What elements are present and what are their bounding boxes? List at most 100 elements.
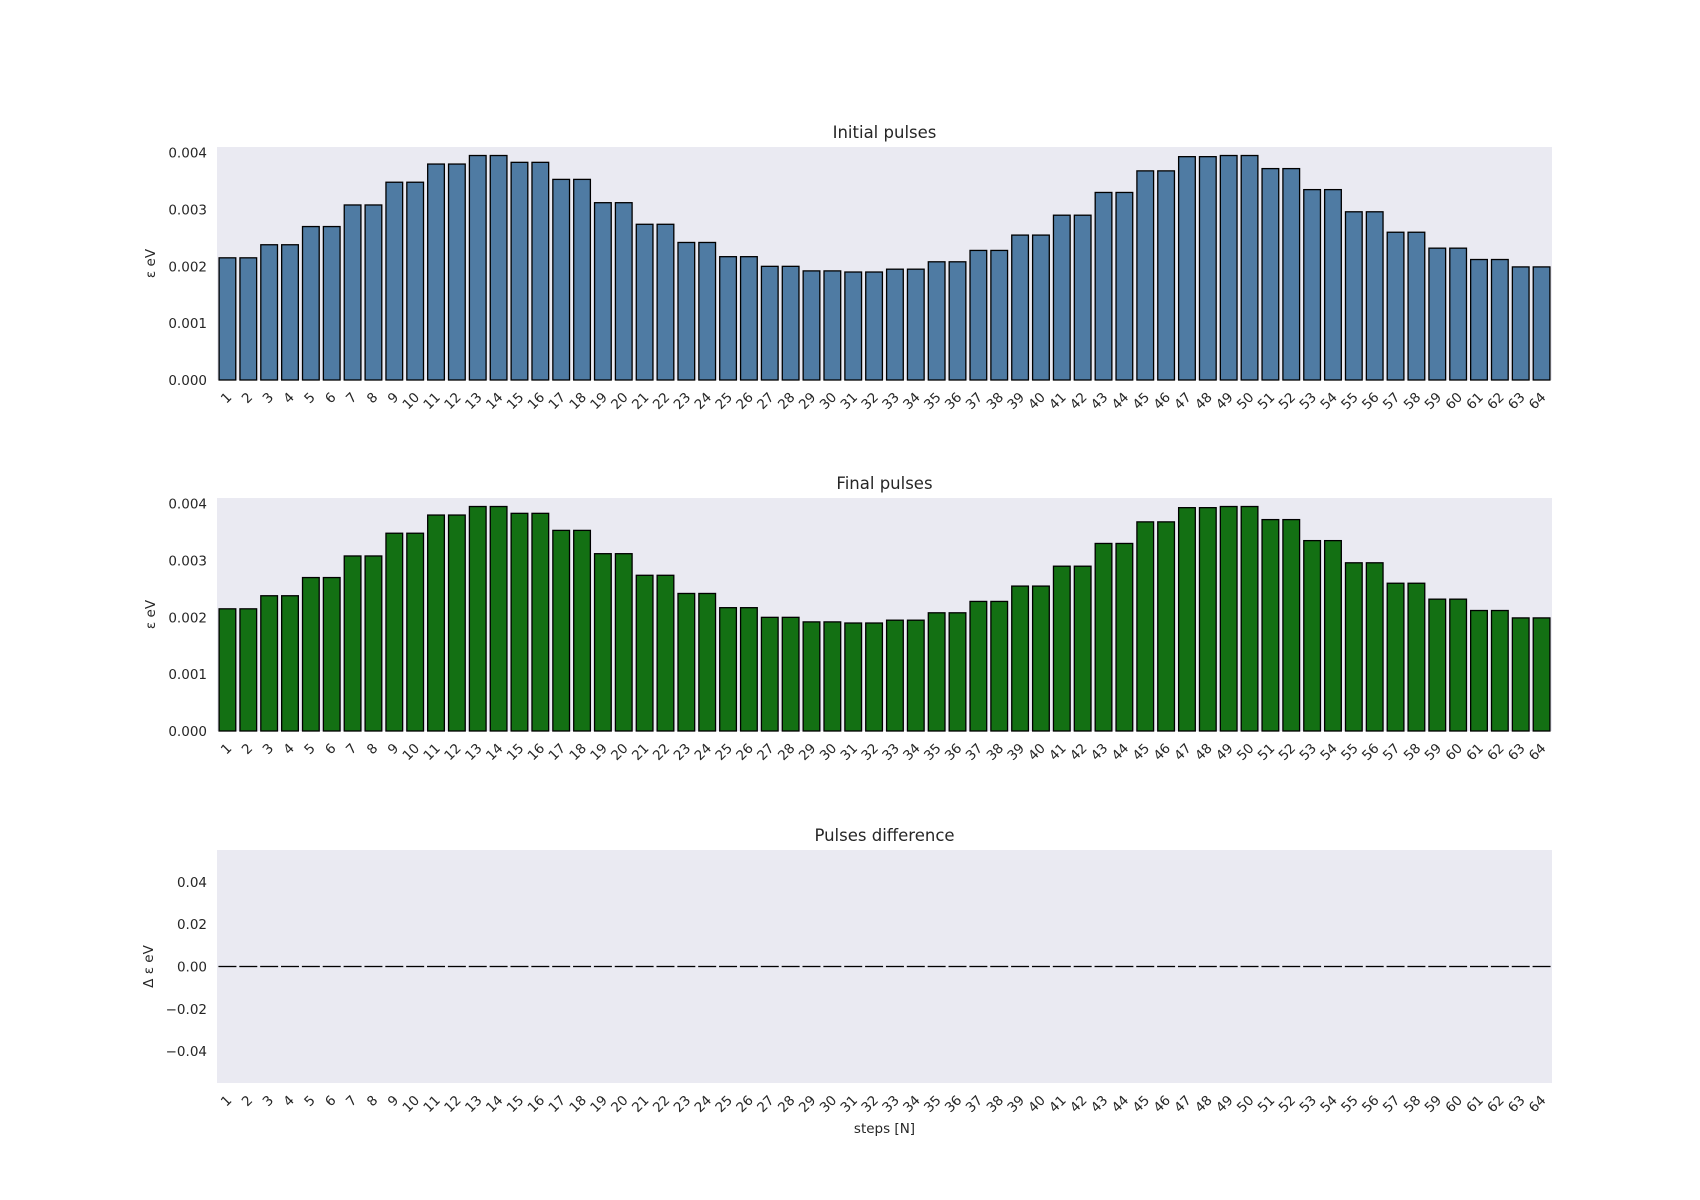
bar-62 (1490, 258, 1509, 381)
bar-27 (760, 616, 779, 732)
bar-5 (301, 225, 320, 381)
bar-43 (1094, 542, 1113, 732)
bar-44 (1115, 191, 1134, 381)
bar-41 (1052, 214, 1071, 381)
xtick-label: 5 (301, 741, 318, 758)
ytick-label: 0.002 (168, 259, 207, 275)
bar-36 (948, 612, 967, 732)
initial-pulses-bars (218, 154, 1551, 381)
bar-33 (885, 619, 904, 732)
xtick-label: 6 (322, 390, 339, 407)
xtick-label: 5 (301, 1093, 318, 1110)
ytick-label: 0.004 (168, 497, 207, 513)
bar-12 (447, 163, 466, 381)
bar-54 (1323, 188, 1342, 381)
bar-59 (1428, 598, 1447, 732)
bar-63 (1511, 266, 1530, 381)
bar-7 (343, 204, 362, 381)
pulses-difference-title: Pulses difference (814, 826, 954, 845)
xtick-label: 9 (385, 390, 402, 407)
bar-14 (489, 505, 508, 732)
bar-37 (969, 249, 988, 381)
bar-24 (698, 241, 717, 381)
xtick-label: 64 (1526, 741, 1549, 764)
bar-11 (427, 514, 446, 732)
bar-13 (468, 154, 487, 381)
bar-6 (322, 576, 341, 732)
bar-15 (510, 161, 529, 381)
bar-17 (552, 178, 571, 381)
initial-pulses-title: Initial pulses (833, 123, 937, 142)
bar-9 (385, 532, 404, 732)
bar-39 (1011, 234, 1030, 381)
bar-61 (1470, 258, 1488, 381)
bar-58 (1407, 231, 1426, 381)
pulses-difference-yticks: −0.04 −0.02 0.00 0.02 0.04 (166, 875, 207, 1060)
bar-35 (927, 261, 946, 381)
bar-50 (1240, 505, 1259, 732)
final-pulses-xticks: 1 2 3 4 5 6 7 8 91011121314151617181920212223242… (218, 741, 1550, 764)
bar-53 (1303, 539, 1322, 732)
bar-49 (1219, 154, 1238, 381)
bar-60 (1449, 598, 1468, 732)
bar-59 (1428, 247, 1447, 381)
xtick-label: 3 (260, 741, 277, 758)
bar-18 (573, 529, 592, 732)
bar-6 (322, 225, 341, 381)
bar-31 (844, 622, 863, 732)
xtick-label: 7 (343, 1093, 360, 1110)
bar-64 (1532, 266, 1551, 381)
bar-17 (552, 529, 571, 732)
bar-14 (489, 154, 508, 381)
bar-25 (719, 607, 738, 732)
bar-20 (614, 553, 633, 732)
bar-61 (1470, 609, 1488, 732)
xtick-label: 4 (280, 741, 297, 758)
xtick-label: 6 (322, 741, 339, 758)
bar-35 (927, 612, 946, 732)
initial-pulses-panel: Initial pulses ε eV 0.000 0.001 0.002 0.003… (143, 123, 1552, 413)
bar-44 (1115, 542, 1134, 732)
final-pulses-ylabel: ε eV (143, 599, 159, 629)
xtick-label: 3 (260, 390, 277, 407)
bar-47 (1177, 507, 1196, 732)
ytick-label: 0.02 (177, 917, 207, 933)
bar-23 (677, 592, 696, 732)
bar-26 (739, 607, 758, 732)
bar-37 (969, 600, 988, 732)
bar-15 (510, 512, 529, 732)
bar-58 (1407, 582, 1426, 732)
bar-40 (1031, 585, 1050, 732)
bar-51 (1261, 518, 1280, 732)
xtick-label: 7 (343, 390, 360, 407)
xtick-label: 4 (280, 390, 297, 407)
bar-28 (781, 265, 800, 381)
xtick-label: 9 (385, 741, 402, 758)
xtick-label: 2 (239, 390, 256, 407)
ytick-label: 0.04 (177, 875, 207, 891)
bar-32 (865, 622, 884, 732)
bar-4 (281, 595, 300, 732)
bar-22 (656, 223, 675, 381)
bar-18 (573, 178, 592, 381)
ytick-label: 0.001 (168, 316, 207, 332)
bar-49 (1219, 505, 1238, 732)
bar-48 (1198, 507, 1217, 732)
bar-55 (1344, 211, 1363, 381)
ytick-label: 0.002 (168, 610, 207, 626)
bar-40 (1031, 234, 1050, 381)
bar-13 (468, 505, 487, 732)
xtick-label: 8 (364, 741, 381, 758)
bar-62 (1490, 609, 1509, 732)
bar-27 (760, 265, 779, 381)
bar-38 (990, 600, 1009, 732)
xtick-label: 8 (364, 390, 381, 407)
bar-30 (823, 621, 842, 732)
final-pulses-bars (218, 505, 1551, 732)
xtick-label: 1 (218, 1093, 235, 1110)
bar-9 (385, 181, 404, 381)
xtick-label: 2 (239, 741, 256, 758)
xtick-label: 1 (218, 390, 235, 407)
ytick-label: 0.003 (168, 203, 207, 219)
